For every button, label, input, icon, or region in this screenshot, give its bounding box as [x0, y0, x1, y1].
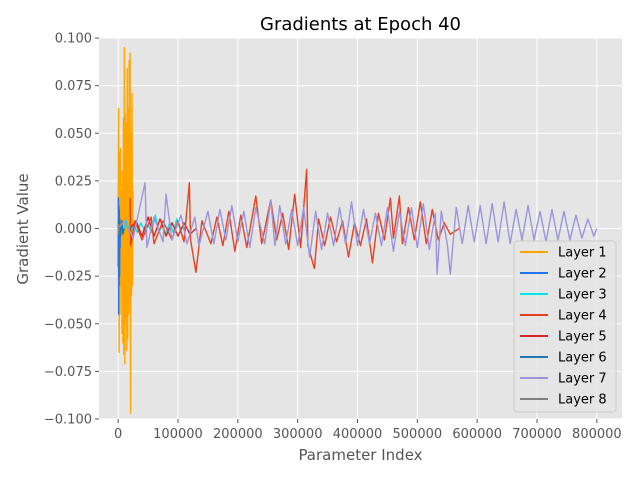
series-line-layer-7	[117, 182, 598, 275]
legend-label: Layer 8	[558, 393, 607, 408]
x-tick-label: 300000	[273, 427, 323, 442]
y-tick-label: 0.000	[55, 222, 92, 237]
y-axis-title: Gradient Value	[14, 173, 32, 284]
x-tick-label: 100000	[153, 427, 203, 442]
chart-title: Gradients at Epoch 40	[260, 14, 461, 35]
legend-box	[513, 240, 617, 413]
series-group	[117, 46, 598, 414]
legend-label: Layer 3	[558, 288, 607, 303]
y-tick-label: −0.025	[44, 270, 92, 285]
y-tick-label: −0.050	[44, 317, 92, 332]
y-tick-label: −0.075	[44, 365, 92, 380]
legend-label: Layer 7	[558, 372, 607, 387]
legend-label: Layer 4	[558, 309, 607, 324]
x-tick-label: 0	[114, 427, 122, 442]
legend: Layer 1 Layer 2 Layer 3 Layer 4 Layer 5 Layer…	[513, 240, 617, 413]
x-tick-label: 800000	[572, 427, 622, 442]
series-line-layer-6	[117, 218, 125, 237]
legend-label: Layer 1	[558, 246, 607, 261]
x-axis: 0 100000 200000 300000 400000 500000 600000 700…	[114, 419, 622, 442]
x-tick-label: 500000	[393, 427, 443, 442]
y-tick-label: 0.100	[55, 32, 92, 47]
x-tick-label: 700000	[512, 427, 562, 442]
x-tick-label: 200000	[213, 427, 263, 442]
x-tick-label: 600000	[452, 427, 502, 442]
x-axis-title: Parameter Index	[298, 446, 422, 464]
y-tick-label: −0.100	[44, 413, 92, 428]
series-line-layer-1	[117, 46, 134, 414]
y-axis: −0.100 −0.075 −0.050 −0.025 0.000 0.025 0.050 0…	[44, 32, 99, 428]
legend-label: Layer 6	[558, 351, 607, 366]
x-tick-label: 400000	[333, 427, 383, 442]
y-tick-label: 0.050	[55, 127, 92, 142]
y-tick-label: 0.075	[55, 79, 92, 94]
series-line-layer-8	[117, 223, 121, 235]
y-tick-label: 0.025	[55, 174, 92, 189]
series-line-layer-2	[117, 197, 122, 315]
legend-label: Layer 2	[558, 267, 607, 282]
legend-label: Layer 5	[558, 330, 607, 345]
series-line-layer-4	[129, 168, 460, 274]
